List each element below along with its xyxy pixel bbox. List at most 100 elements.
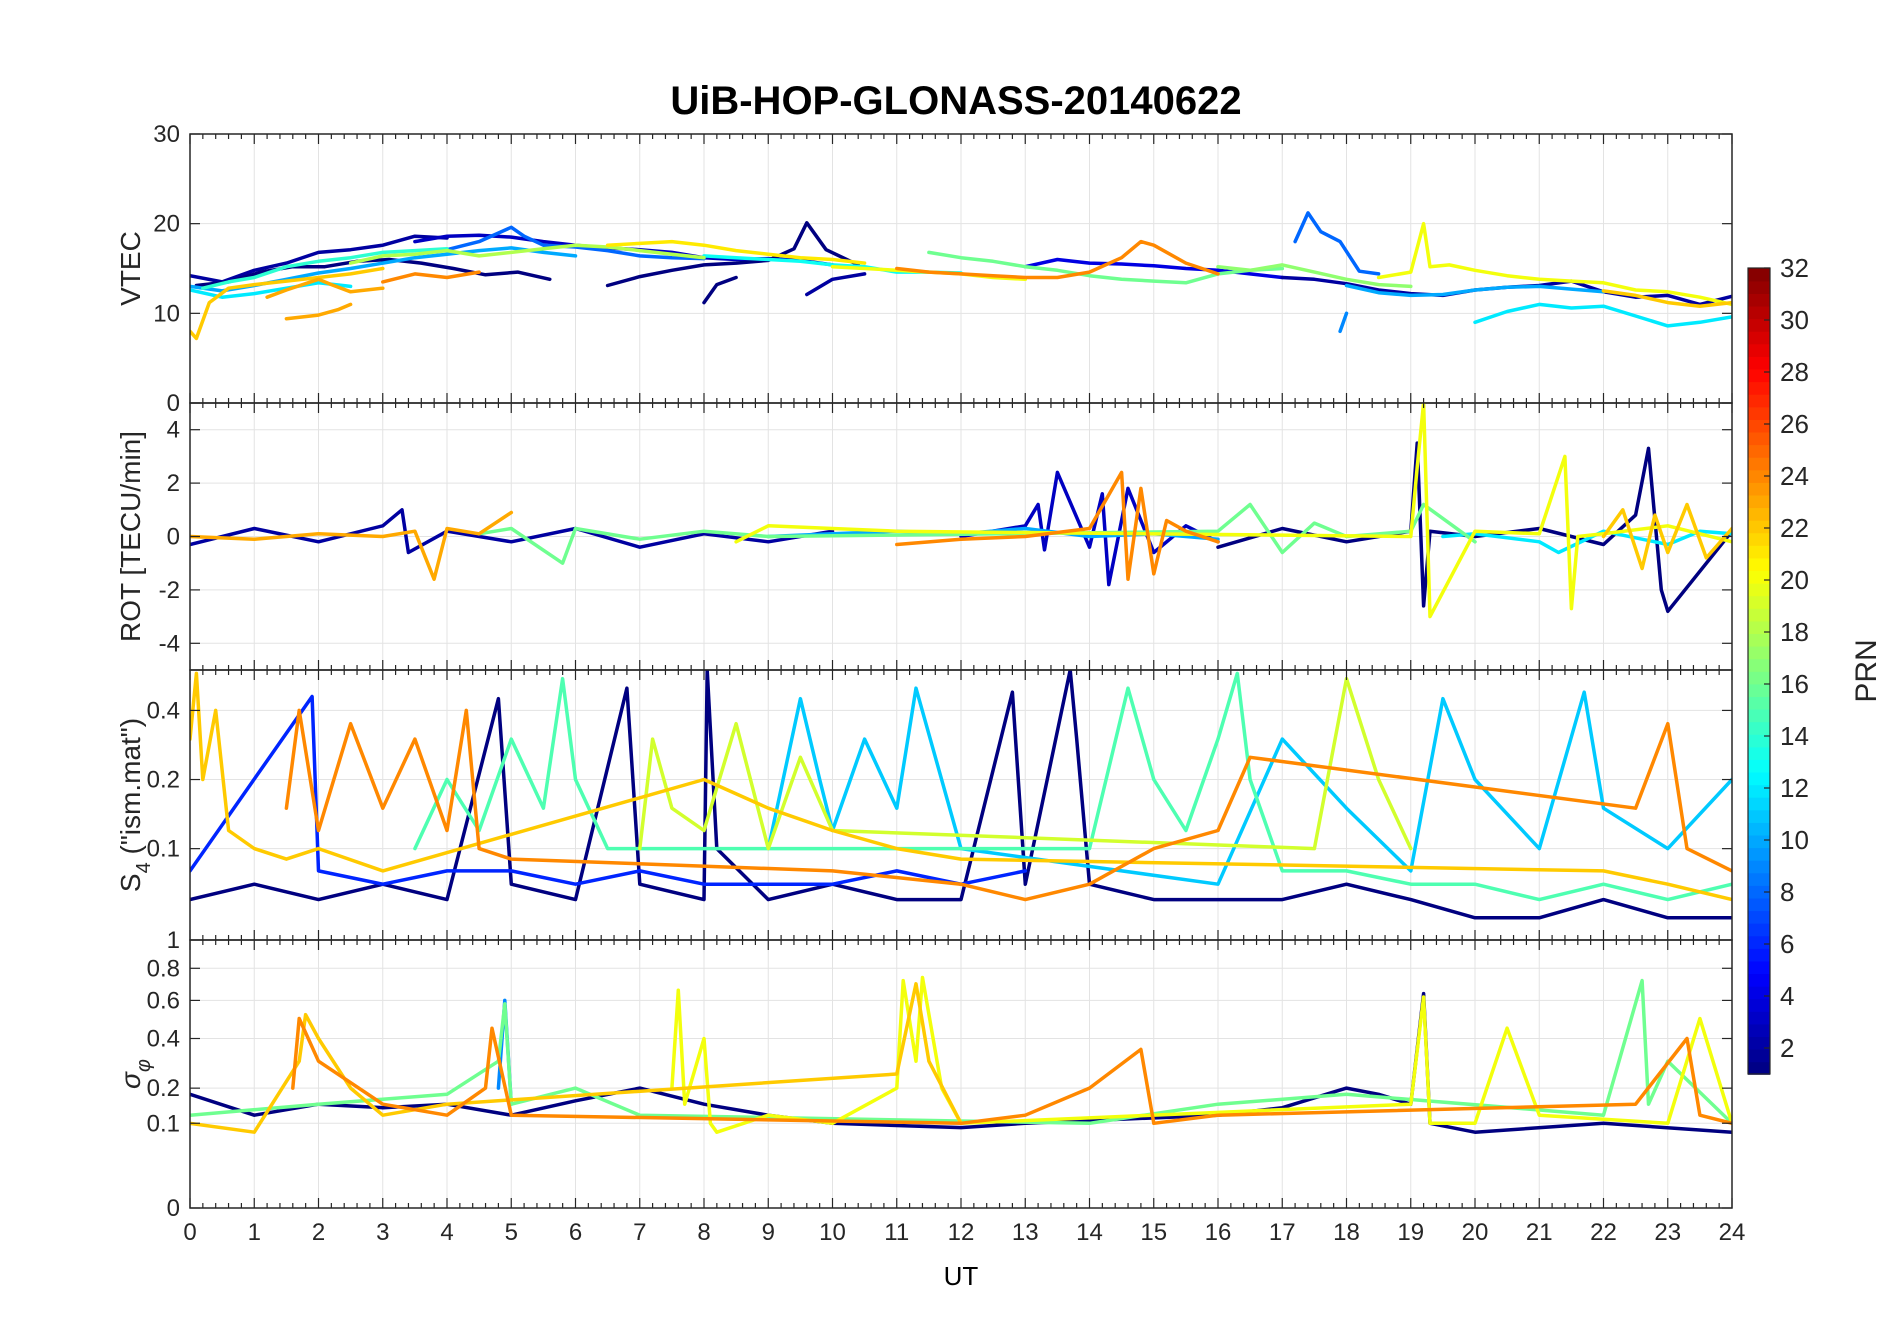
x-tick-label: 0	[183, 1219, 196, 1246]
x-tick-label: 4	[440, 1219, 453, 1246]
series-line-prn-11	[766, 686, 1732, 886]
series-line-prn-12	[1473, 302, 1732, 328]
colorbar-segment	[1748, 381, 1770, 395]
colorbar-tick-label: 28	[1780, 357, 1809, 387]
x-tick-label: 21	[1526, 1219, 1553, 1246]
y-ticks: 0 0.1 0.2 0.4 0.6 0.81	[147, 927, 1732, 1222]
x-tick-label: 24	[1719, 1219, 1746, 1246]
figure-title: UiB-HOP-GLONASS-20140622	[670, 79, 1241, 123]
series-line-prn-22	[1601, 289, 1732, 308]
series-line-prn-6	[190, 694, 1028, 886]
colorbar-segment	[1748, 733, 1770, 748]
colorbar-segment	[1748, 922, 1770, 937]
colorbar-segment	[1748, 1036, 1770, 1050]
colorbar-segment	[1748, 419, 1770, 433]
y-tick-label: 0.6	[147, 987, 180, 1014]
series-line-prn-10	[1344, 283, 1606, 298]
series-line-prn-1	[190, 670, 1732, 920]
series-group	[190, 670, 1732, 920]
series-group	[190, 211, 1732, 341]
colorbar-tick-label: 10	[1780, 825, 1809, 855]
colorbar-label: PRN	[1850, 639, 1883, 702]
grid	[189, 133, 1733, 404]
x-tick-label: 2	[312, 1219, 325, 1246]
y-tick-label: 0.8	[147, 955, 180, 982]
colorbar-segment	[1748, 469, 1770, 483]
colorbar-segment	[1748, 973, 1770, 987]
x-ticks	[189, 670, 1733, 940]
colorbar-segment	[1748, 671, 1770, 685]
colorbar-segment	[1748, 1048, 1770, 1063]
x-tick-label: 17	[1269, 1219, 1296, 1246]
colorbar-segment	[1748, 759, 1770, 773]
colorbar-segment	[1748, 280, 1770, 294]
x-ticks	[189, 940, 1733, 1208]
series-line-prn-15	[413, 671, 1732, 902]
colorbar-segment	[1748, 784, 1770, 798]
y-tick-label: 0.4	[147, 697, 180, 724]
colorbar-segment	[1748, 330, 1770, 345]
colorbar-segment	[1748, 935, 1770, 949]
grid	[189, 403, 1733, 670]
colorbar-segment	[1748, 1023, 1770, 1038]
x-tick-label: 12	[948, 1219, 975, 1246]
colorbar-segment	[1748, 545, 1770, 559]
colorbar-segment	[1748, 393, 1770, 408]
series-line-prn-2	[805, 272, 867, 297]
colorbar-tick-label: 14	[1780, 721, 1809, 751]
x-tick-label: 14	[1076, 1219, 1103, 1246]
colorbar-segment	[1748, 356, 1770, 370]
x-tick-label: 23	[1654, 1219, 1681, 1246]
colorbar-segment	[1748, 683, 1770, 697]
series-line-prn-22	[190, 671, 1732, 902]
colorbar-tick-label: 20	[1780, 565, 1809, 595]
colorbar-segment	[1748, 960, 1770, 975]
y-tick-label-top: 1	[167, 927, 180, 954]
y-tick-label: 2	[167, 470, 180, 497]
x-tick-label: 19	[1397, 1219, 1424, 1246]
x-tick-label: 16	[1205, 1219, 1232, 1246]
colorbar-segment	[1748, 948, 1770, 962]
colorbar-segment	[1748, 1061, 1770, 1075]
x-tick-label: 3	[376, 1219, 389, 1246]
colorbar-segment	[1748, 1011, 1770, 1025]
colorbar-segment	[1748, 557, 1770, 572]
colorbar-segment	[1748, 444, 1770, 458]
series-line-prn-23	[190, 510, 514, 581]
colorbar-segment	[1748, 633, 1770, 647]
series-group	[190, 403, 1732, 619]
x-tick-label: 7	[633, 1219, 646, 1246]
series-line-prn-22	[1601, 502, 1732, 571]
series-line-prn-22	[190, 982, 963, 1134]
series-line-prn-24	[895, 470, 1220, 581]
colorbar-segment	[1748, 519, 1770, 534]
y-tick-label: 0.4	[147, 1026, 180, 1053]
colorbar-tick-label: 26	[1780, 409, 1809, 439]
colorbar-segment	[1748, 708, 1770, 723]
colorbar-segment	[1748, 771, 1770, 786]
x-tick-label: 22	[1590, 1219, 1617, 1246]
x-tick-label: 10	[819, 1219, 846, 1246]
x-tick-label: 8	[697, 1219, 710, 1246]
grid	[189, 940, 1733, 1209]
panel-vtec: 0 10 20 30 VTEC	[115, 121, 1733, 417]
colorbar-tick-label: 24	[1780, 461, 1809, 491]
series-line-prn-16	[927, 250, 1285, 285]
x-tick-label: 20	[1462, 1219, 1489, 1246]
colorbar-segment	[1748, 796, 1770, 811]
colorbar-segment	[1748, 368, 1770, 383]
series-line-prn-1	[702, 275, 738, 305]
y-tick-label: 4	[167, 417, 180, 444]
x-tick-label: 13	[1012, 1219, 1039, 1246]
series-line-prn-16	[190, 978, 1732, 1126]
x-tick-label: 18	[1333, 1219, 1360, 1246]
colorbar-tick-label: 12	[1780, 773, 1809, 803]
y-axis-label: ROT [TECU/min]	[115, 431, 146, 642]
colorbar-segment	[1748, 910, 1770, 924]
colorbar-segment	[1748, 696, 1770, 710]
colorbar-segment	[1748, 305, 1770, 320]
x-axis-label: UT	[944, 1261, 979, 1291]
colorbar-segment	[1748, 268, 1770, 282]
colorbar-segment	[1748, 570, 1770, 584]
